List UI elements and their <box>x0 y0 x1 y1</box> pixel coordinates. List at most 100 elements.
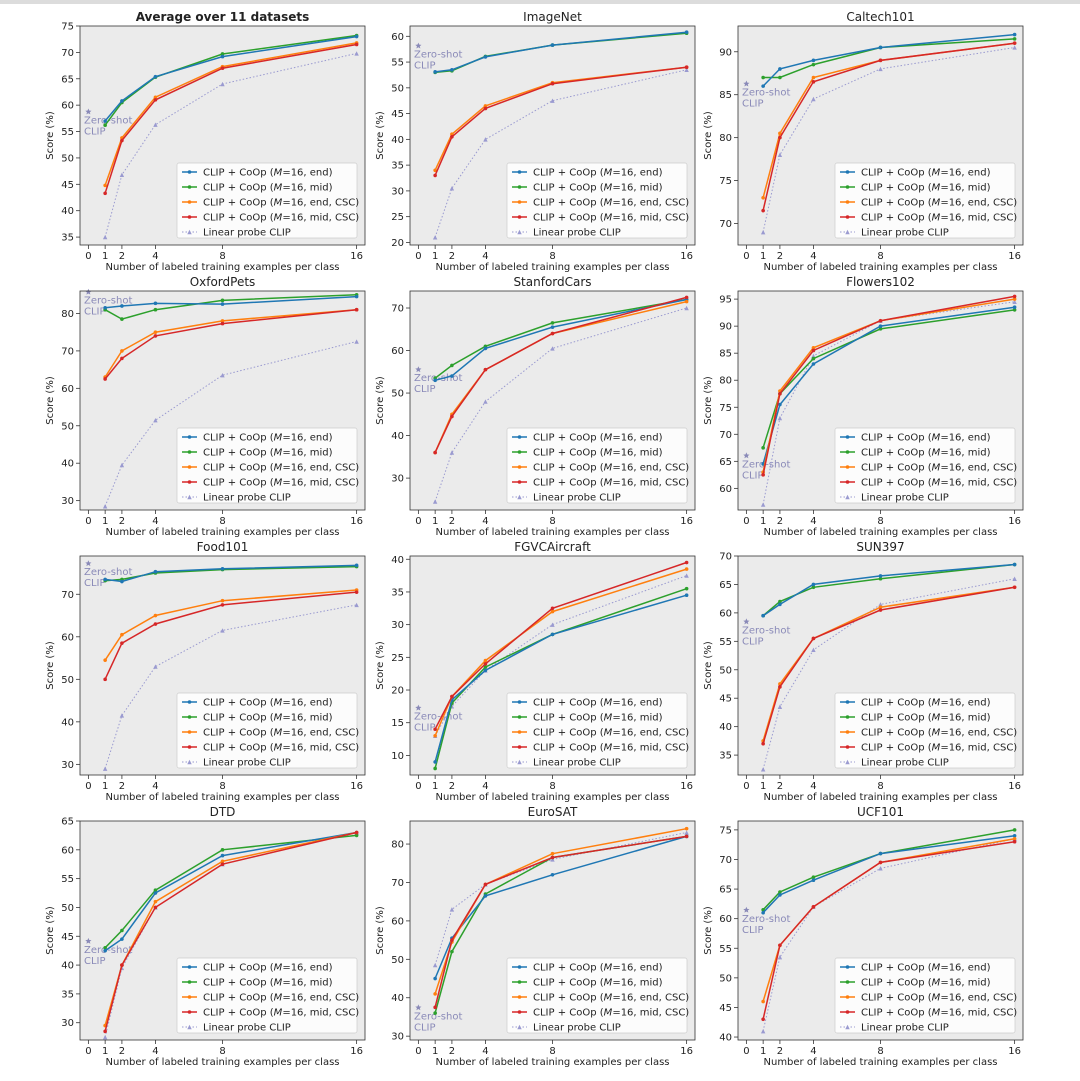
plot-frame <box>737 820 1024 1041</box>
plot-frame <box>79 290 366 511</box>
x-tick-label: 8 <box>877 516 883 527</box>
x-tick-label: 16 <box>350 781 363 792</box>
x-tick-label: 4 <box>152 251 158 262</box>
subplot-4: StanfordCars 30 40 50 60 70 0 1 2 4 8 16 Number of l… <box>375 275 696 538</box>
data-point <box>684 593 689 598</box>
data-point <box>483 137 488 142</box>
zeroshot-star-icon <box>85 937 92 944</box>
subplot-10: EuroSAT 30 40 50 60 70 80 0 1 2 4 8 16 Number of labe… <box>375 805 696 1068</box>
x-tick-label: 0 <box>85 1046 91 1057</box>
zeroshot-marker <box>743 452 750 459</box>
y-tick-label: 50 <box>61 675 74 686</box>
data-point <box>102 1034 108 1040</box>
zeroshot-marker <box>85 108 92 115</box>
data-point <box>760 229 766 235</box>
data-point <box>878 866 883 871</box>
legend-label: Linear probe CLIP <box>533 1023 621 1034</box>
data-point <box>120 928 124 933</box>
data-point <box>777 152 783 158</box>
legend-label: CLIP + CoOp (M=16, mid, CSC) <box>861 1008 1017 1019</box>
data-point <box>450 694 454 699</box>
data-point <box>483 106 488 111</box>
data-point <box>778 402 782 407</box>
legend-label: CLIP + CoOp (M=16, mid, CSC) <box>203 1008 359 1019</box>
plot-frame <box>79 25 366 246</box>
data-point <box>120 356 124 361</box>
legend-label: CLIP + CoOp (M=16, mid) <box>203 183 333 194</box>
legend-marker <box>187 759 192 765</box>
x-tick-label: 0 <box>85 516 91 527</box>
legend-marker <box>187 185 192 189</box>
y-axis-label: Score (%) <box>703 641 714 690</box>
data-point <box>220 66 225 71</box>
data-point <box>684 305 689 311</box>
y-axis-label: Score (%) <box>375 376 386 425</box>
legend-marker <box>845 715 850 719</box>
legend-label: Linear probe CLIP <box>861 758 949 769</box>
zeroshot-label: CLIP <box>84 956 106 967</box>
legend-marker <box>187 229 192 235</box>
x-tick-label: 16 <box>680 516 693 527</box>
legend-label: Linear probe CLIP <box>203 228 291 239</box>
y-tick-label: 40 <box>61 206 74 217</box>
zeroshot-label: Zero-shot <box>84 567 132 578</box>
data-point <box>878 602 883 607</box>
y-tick-label: 50 <box>391 83 404 94</box>
legend-marker <box>845 480 850 484</box>
legend-box <box>176 957 358 1034</box>
y-tick-label: 60 <box>61 101 74 112</box>
legend-marker <box>845 1010 850 1014</box>
data-point <box>1012 585 1017 590</box>
data-point <box>103 677 107 682</box>
y-tick-label: 85 <box>719 90 732 101</box>
data-point <box>153 334 158 338</box>
x-tick-label: 4 <box>152 516 158 527</box>
x-axis-label: Number of labeled training examples per … <box>764 527 998 538</box>
zeroshot-star-icon <box>743 452 750 459</box>
y-tick-label: 55 <box>61 874 74 885</box>
x-tick-label: 0 <box>85 251 91 262</box>
subplot-0: Average over 11 datasets3540455055606570… <box>45 10 366 273</box>
y-tick-label: 40 <box>719 722 732 733</box>
legend-label: CLIP + CoOp (M=16, mid, CSC) <box>533 743 689 754</box>
data-point <box>220 302 225 306</box>
legend-marker <box>845 730 850 734</box>
x-axis-label: Number of labeled training examples per … <box>436 527 670 538</box>
data-point <box>432 962 438 968</box>
x-tick-label: 4 <box>810 516 816 527</box>
y-tick-label: 70 <box>719 855 732 866</box>
y-tick-label: 50 <box>719 665 732 676</box>
data-point <box>450 374 454 378</box>
y-tick-label: 35 <box>391 587 404 598</box>
legend-marker <box>187 494 192 500</box>
zeroshot-label: Zero-shot <box>84 945 132 956</box>
data-point <box>449 907 455 912</box>
y-tick-label: 50 <box>61 153 74 164</box>
data-point <box>153 301 158 306</box>
data-point <box>120 937 124 941</box>
zeroshot-marker <box>415 42 422 49</box>
data-point <box>433 173 437 178</box>
legend-marker <box>517 980 522 984</box>
data-point <box>433 450 437 455</box>
zeroshot-label: Zero-shot <box>414 1011 462 1022</box>
data-point <box>483 665 488 669</box>
data-point <box>1012 299 1017 305</box>
data-point <box>684 834 689 839</box>
data-point <box>450 363 454 368</box>
legend-label: CLIP + CoOp (M=16, mid) <box>203 448 333 459</box>
data-point <box>354 602 359 608</box>
y-tick-label: 70 <box>61 346 74 357</box>
data-point <box>220 54 225 59</box>
legend-marker <box>187 435 192 439</box>
data-point <box>684 299 689 304</box>
x-tick-label: 16 <box>350 251 363 262</box>
y-tick-label: 30 <box>61 760 74 771</box>
legend-label: CLIP + CoOp (M=16, mid) <box>533 448 663 459</box>
y-tick-label: 55 <box>391 58 404 69</box>
data-point <box>354 42 359 47</box>
plot-title: StanfordCars <box>513 275 591 289</box>
legend-box <box>176 427 358 504</box>
data-point <box>220 52 225 56</box>
x-tick-label: 2 <box>777 251 783 262</box>
